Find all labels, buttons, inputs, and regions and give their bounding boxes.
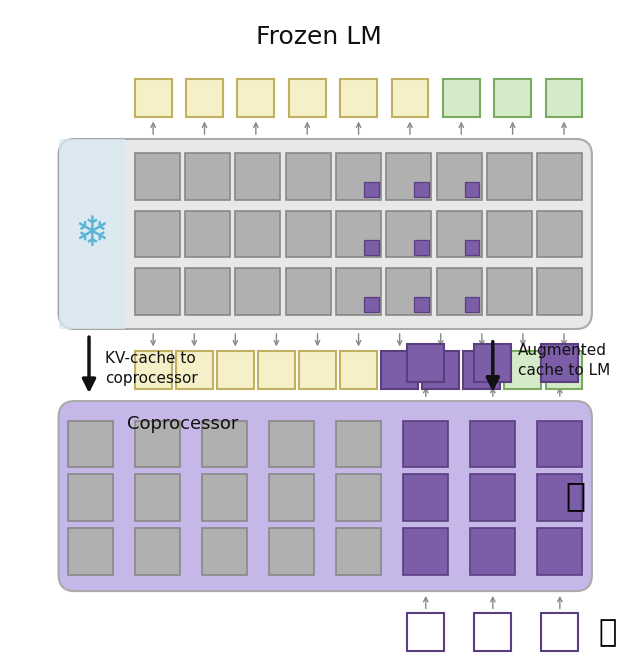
Text: Frozen LM: Frozen LM bbox=[256, 26, 382, 49]
Bar bbox=[542, 613, 578, 651]
Bar bbox=[286, 153, 330, 200]
Bar bbox=[470, 474, 516, 521]
Bar bbox=[135, 351, 172, 390]
Bar bbox=[235, 153, 281, 200]
Bar bbox=[258, 351, 295, 390]
Bar bbox=[235, 211, 281, 257]
Text: 🔥: 🔥 bbox=[565, 480, 586, 513]
Bar bbox=[135, 420, 180, 467]
Bar bbox=[422, 351, 459, 390]
Bar bbox=[68, 420, 113, 467]
Text: 🔥: 🔥 bbox=[598, 618, 616, 647]
Bar bbox=[537, 268, 582, 315]
Bar bbox=[185, 268, 230, 315]
Bar bbox=[135, 528, 180, 574]
Bar bbox=[387, 211, 431, 257]
Bar bbox=[494, 79, 531, 116]
Bar bbox=[464, 297, 479, 312]
Bar bbox=[545, 79, 582, 116]
Bar bbox=[436, 153, 482, 200]
Text: ❄: ❄ bbox=[75, 213, 109, 255]
Text: KV-cache to
coprocessor: KV-cache to coprocessor bbox=[105, 351, 198, 386]
Bar bbox=[436, 211, 482, 257]
Bar bbox=[176, 351, 212, 390]
Bar bbox=[415, 297, 429, 312]
Bar bbox=[408, 344, 444, 382]
Bar bbox=[537, 474, 582, 521]
Bar bbox=[487, 153, 532, 200]
Bar bbox=[135, 474, 180, 521]
Bar bbox=[505, 351, 541, 390]
Bar bbox=[487, 211, 532, 257]
Bar bbox=[408, 613, 444, 651]
Bar bbox=[135, 211, 180, 257]
Bar bbox=[269, 474, 315, 521]
Bar bbox=[415, 240, 429, 255]
Bar bbox=[269, 420, 315, 467]
Bar bbox=[336, 268, 381, 315]
Bar bbox=[235, 268, 281, 315]
Bar bbox=[68, 474, 113, 521]
Bar bbox=[382, 351, 418, 390]
Bar bbox=[464, 240, 479, 255]
Bar bbox=[475, 613, 511, 651]
Bar bbox=[299, 351, 336, 390]
Bar bbox=[387, 268, 431, 315]
Bar bbox=[403, 420, 449, 467]
Text: Augmented
cache to LM: Augmented cache to LM bbox=[518, 343, 611, 378]
Bar bbox=[436, 268, 482, 315]
Bar bbox=[135, 268, 180, 315]
Bar bbox=[336, 153, 381, 200]
Bar bbox=[336, 528, 382, 574]
Bar bbox=[135, 79, 172, 116]
Bar bbox=[68, 528, 113, 574]
Bar bbox=[269, 528, 315, 574]
Bar bbox=[289, 79, 325, 116]
Bar bbox=[415, 182, 429, 197]
Bar bbox=[340, 79, 377, 116]
Bar bbox=[537, 528, 582, 574]
Bar bbox=[185, 153, 230, 200]
Bar bbox=[542, 344, 578, 382]
FancyBboxPatch shape bbox=[59, 139, 592, 329]
Bar bbox=[470, 528, 516, 574]
Bar bbox=[403, 474, 449, 521]
Bar bbox=[364, 297, 378, 312]
Text: Coprocessor: Coprocessor bbox=[127, 415, 238, 434]
Bar bbox=[392, 79, 428, 116]
Bar bbox=[463, 351, 500, 390]
Bar bbox=[336, 211, 381, 257]
Bar bbox=[186, 79, 223, 116]
Bar bbox=[135, 153, 180, 200]
Bar bbox=[403, 528, 449, 574]
Bar bbox=[537, 153, 582, 200]
Bar bbox=[537, 211, 582, 257]
Bar bbox=[237, 79, 274, 116]
Bar bbox=[545, 351, 582, 390]
Bar bbox=[286, 211, 330, 257]
Bar bbox=[475, 344, 511, 382]
Bar bbox=[364, 240, 378, 255]
Bar bbox=[185, 211, 230, 257]
Bar bbox=[364, 182, 378, 197]
Bar bbox=[470, 420, 516, 467]
Bar bbox=[336, 474, 382, 521]
Bar bbox=[202, 528, 247, 574]
Bar bbox=[340, 351, 377, 390]
Bar bbox=[487, 268, 532, 315]
Bar bbox=[286, 268, 330, 315]
FancyBboxPatch shape bbox=[59, 401, 592, 591]
Bar bbox=[443, 79, 480, 116]
Bar bbox=[59, 139, 125, 329]
Bar bbox=[537, 420, 582, 467]
Bar bbox=[202, 474, 247, 521]
Bar bbox=[217, 351, 254, 390]
Bar bbox=[464, 182, 479, 197]
Bar bbox=[387, 153, 431, 200]
Bar bbox=[336, 420, 382, 467]
Bar bbox=[202, 420, 247, 467]
